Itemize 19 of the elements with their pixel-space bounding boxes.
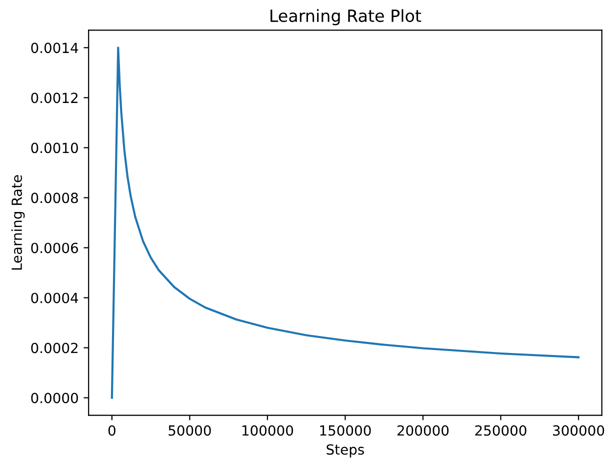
x-tick-label: 200000 xyxy=(397,425,449,436)
x-axis-title: Steps xyxy=(326,444,364,458)
x-tick-label: 50000 xyxy=(168,425,211,436)
x-tick-label: 100000 xyxy=(242,425,294,436)
y-tick-label: 0.0008 xyxy=(31,192,78,204)
x-tick-label: 300000 xyxy=(553,425,604,436)
x-tick-label: 250000 xyxy=(475,425,526,436)
y-tick-label: 0.0004 xyxy=(31,292,78,304)
y-tick-label: 0.0010 xyxy=(31,142,78,154)
y-tick-label: 0.0014 xyxy=(31,42,78,54)
y-axis-title: Learning Rate xyxy=(11,175,25,270)
x-tick-label: 150000 xyxy=(320,425,371,436)
line-series xyxy=(110,46,580,399)
y-tick-label: 0.0006 xyxy=(31,242,78,254)
chart-title: Learning Rate Plot xyxy=(270,9,422,26)
y-tick-label: 0.0000 xyxy=(31,392,78,404)
y-tick-label: 0.0002 xyxy=(31,342,78,354)
y-tick-label: 0.0012 xyxy=(31,92,78,104)
x-tick-label: 0 xyxy=(108,425,116,436)
